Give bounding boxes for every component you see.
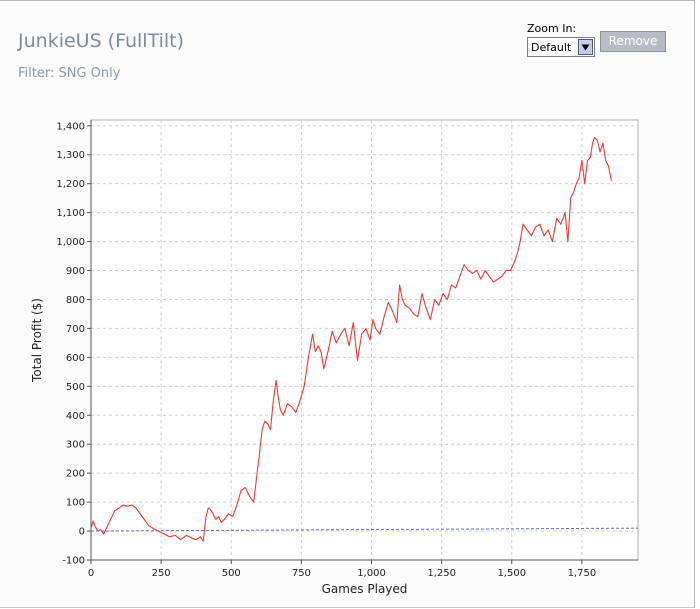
zoom-select[interactable]: Default	[527, 37, 595, 57]
y-axis-label: Total Profit ($)	[30, 298, 44, 383]
x-tick-label: 0	[88, 568, 94, 579]
y-tick-label: 600	[66, 353, 85, 364]
y-tick-label: 100	[66, 498, 85, 509]
x-tick-label: 1,500	[497, 568, 526, 579]
y-tick-label: 700	[66, 324, 85, 335]
y-tick-label: 1,300	[56, 150, 85, 161]
remove-button[interactable]: Remove	[600, 31, 666, 52]
zoom-selected-value: Default	[531, 41, 572, 54]
y-tick-label: 400	[66, 411, 85, 422]
y-tick-label: 800	[66, 295, 85, 306]
profit-series-line	[90, 136, 612, 542]
plot-area	[90, 119, 639, 561]
y-tick-label: 1,000	[56, 237, 85, 248]
x-tick-label: 250	[152, 568, 171, 579]
y-tick-label: 1,200	[56, 179, 85, 190]
y-tick-label: 0	[79, 527, 85, 538]
y-tick-label: 1,100	[56, 208, 85, 219]
x-tick-label: 1,250	[427, 568, 456, 579]
filter-label: Filter: SNG Only	[18, 66, 121, 81]
y-tick-label: 300	[66, 440, 85, 451]
y-tick-label: -100	[62, 556, 85, 567]
baseline-series-line	[90, 527, 639, 532]
x-tick-label: 500	[222, 568, 241, 579]
x-axis-label: Games Played	[322, 582, 408, 596]
x-tick-label: 1,000	[357, 568, 386, 579]
y-tick-label: 900	[66, 266, 85, 277]
page-title: JunkieUS (FullTilt)	[18, 30, 185, 52]
chevron-down-icon[interactable]	[578, 39, 593, 55]
zoom-label: Zoom In:	[527, 22, 577, 35]
y-tick-label: 1,400	[56, 121, 85, 132]
y-tick-label: 500	[66, 382, 85, 393]
y-tick-label: 200	[66, 469, 85, 480]
x-tick-label: 750	[292, 568, 311, 579]
x-tick-label: 1,750	[568, 568, 597, 579]
